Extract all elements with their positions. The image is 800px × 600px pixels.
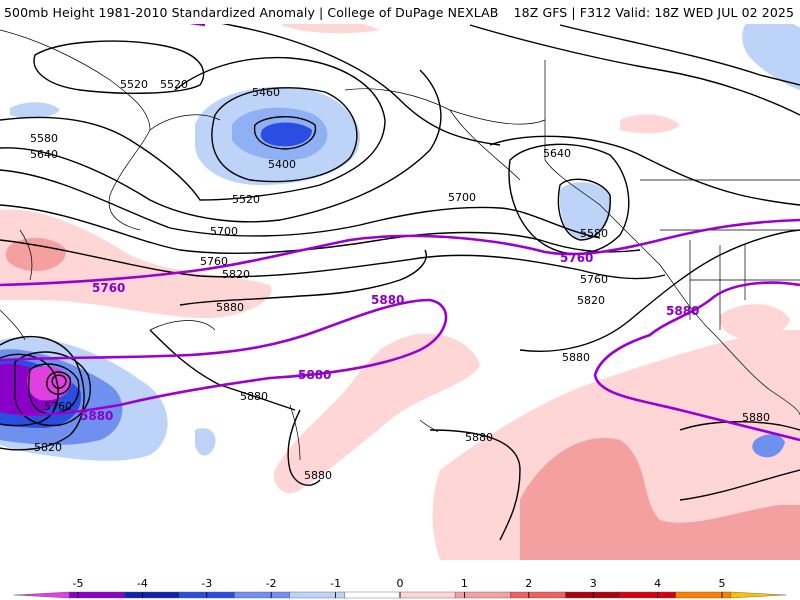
contour-label: 5880 (742, 411, 770, 424)
contour-label: 5520 (232, 193, 260, 206)
colorbar-tick-label: -1 (330, 577, 341, 590)
highlight-labels: 5760 5880 5880 5880 5760 5880 5880 (80, 251, 699, 423)
colorbar-swatch (124, 591, 180, 599)
contour-label: 5700 (448, 191, 476, 204)
contour-labels: 5520 5520 5460 5400 5520 5580 5640 5700 … (30, 78, 770, 482)
colorbar-swatch (234, 591, 290, 599)
contour-label: 5820 (577, 294, 605, 307)
highlight-label: 5760 (560, 251, 593, 265)
model-run-info: 18Z GFS | F312 Valid: 18Z WED JUL 02 202… (513, 5, 794, 20)
colorbar-tick-label: 3 (590, 577, 597, 590)
colorbar-tick-label: 5 (719, 577, 726, 590)
anomaly-map: 5520 5520 5460 5400 5520 5580 5640 5700 … (0, 8, 800, 560)
colorbar-tick-label: -4 (137, 577, 148, 590)
contour-label: 5880 (304, 469, 332, 482)
contour-label: 5880 (216, 301, 244, 314)
colorbar-tick-label: -3 (201, 577, 212, 590)
highlight-label: 5760 (92, 281, 125, 295)
contour-label: 5640 (543, 147, 571, 160)
colorbar-swatch (675, 591, 732, 599)
colorbar-tick-label: 4 (654, 577, 661, 590)
contour-label: 5760 (580, 273, 608, 286)
colorbar-swatch (620, 591, 676, 599)
highlight-label: 5880 (80, 409, 113, 423)
highlight-contours (0, 10, 800, 442)
contour-label: 5880 (562, 351, 590, 364)
colorbar-tick-label: 0 (397, 577, 404, 590)
contour-label: 5520 (160, 78, 188, 91)
contour-label: 5460 (252, 86, 280, 99)
contour-label: 5580 (580, 227, 608, 240)
colorbar-tick-label: 2 (525, 577, 532, 590)
contour-label: 5820 (34, 441, 62, 454)
colorbar-tick-label: -5 (73, 577, 84, 590)
map-title: 500mb Height 1981-2010 Standardized Anom… (4, 5, 499, 20)
contour-label: 5880 (465, 431, 493, 444)
colorbar-swatch (13, 591, 70, 599)
height-contours (0, 8, 800, 541)
highlight-label: 5880 (666, 304, 699, 318)
contour-label: 5640 (30, 148, 58, 161)
colorbar-swatch (730, 591, 787, 599)
colorbar-swatch (68, 591, 125, 599)
contour-label: 5580 (30, 132, 58, 145)
colorbar-tick-label: 1 (461, 577, 468, 590)
highlight-label: 5880 (371, 293, 404, 307)
colorbar-tick-label: -2 (266, 577, 277, 590)
contour-label: 5880 (240, 390, 268, 403)
contour-label: 5760 (200, 255, 228, 268)
positive-anomaly-shading (0, 19, 800, 560)
colorbar-swatch (289, 591, 346, 599)
map-header: 500mb Height 1981-2010 Standardized Anom… (0, 0, 800, 24)
contour-label: 5400 (268, 158, 296, 171)
colorbar-ticks: -5 -4 -3 -2 -1 0 1 2 3 4 5 (73, 577, 726, 598)
colorbar-swatch (454, 591, 511, 599)
contour-label: 5760 (44, 400, 72, 413)
colorbar-swatch (399, 591, 456, 599)
highlight-label: 5880 (298, 368, 331, 382)
contour-label: 5700 (210, 225, 238, 238)
contour-label: 5520 (120, 78, 148, 91)
colorbar-swatch (510, 591, 566, 599)
colorbar: -5 -4 -3 -2 -1 0 1 2 3 4 5 (13, 577, 787, 599)
contour-label: 5820 (222, 268, 250, 281)
colorbar-swatch (344, 591, 401, 599)
